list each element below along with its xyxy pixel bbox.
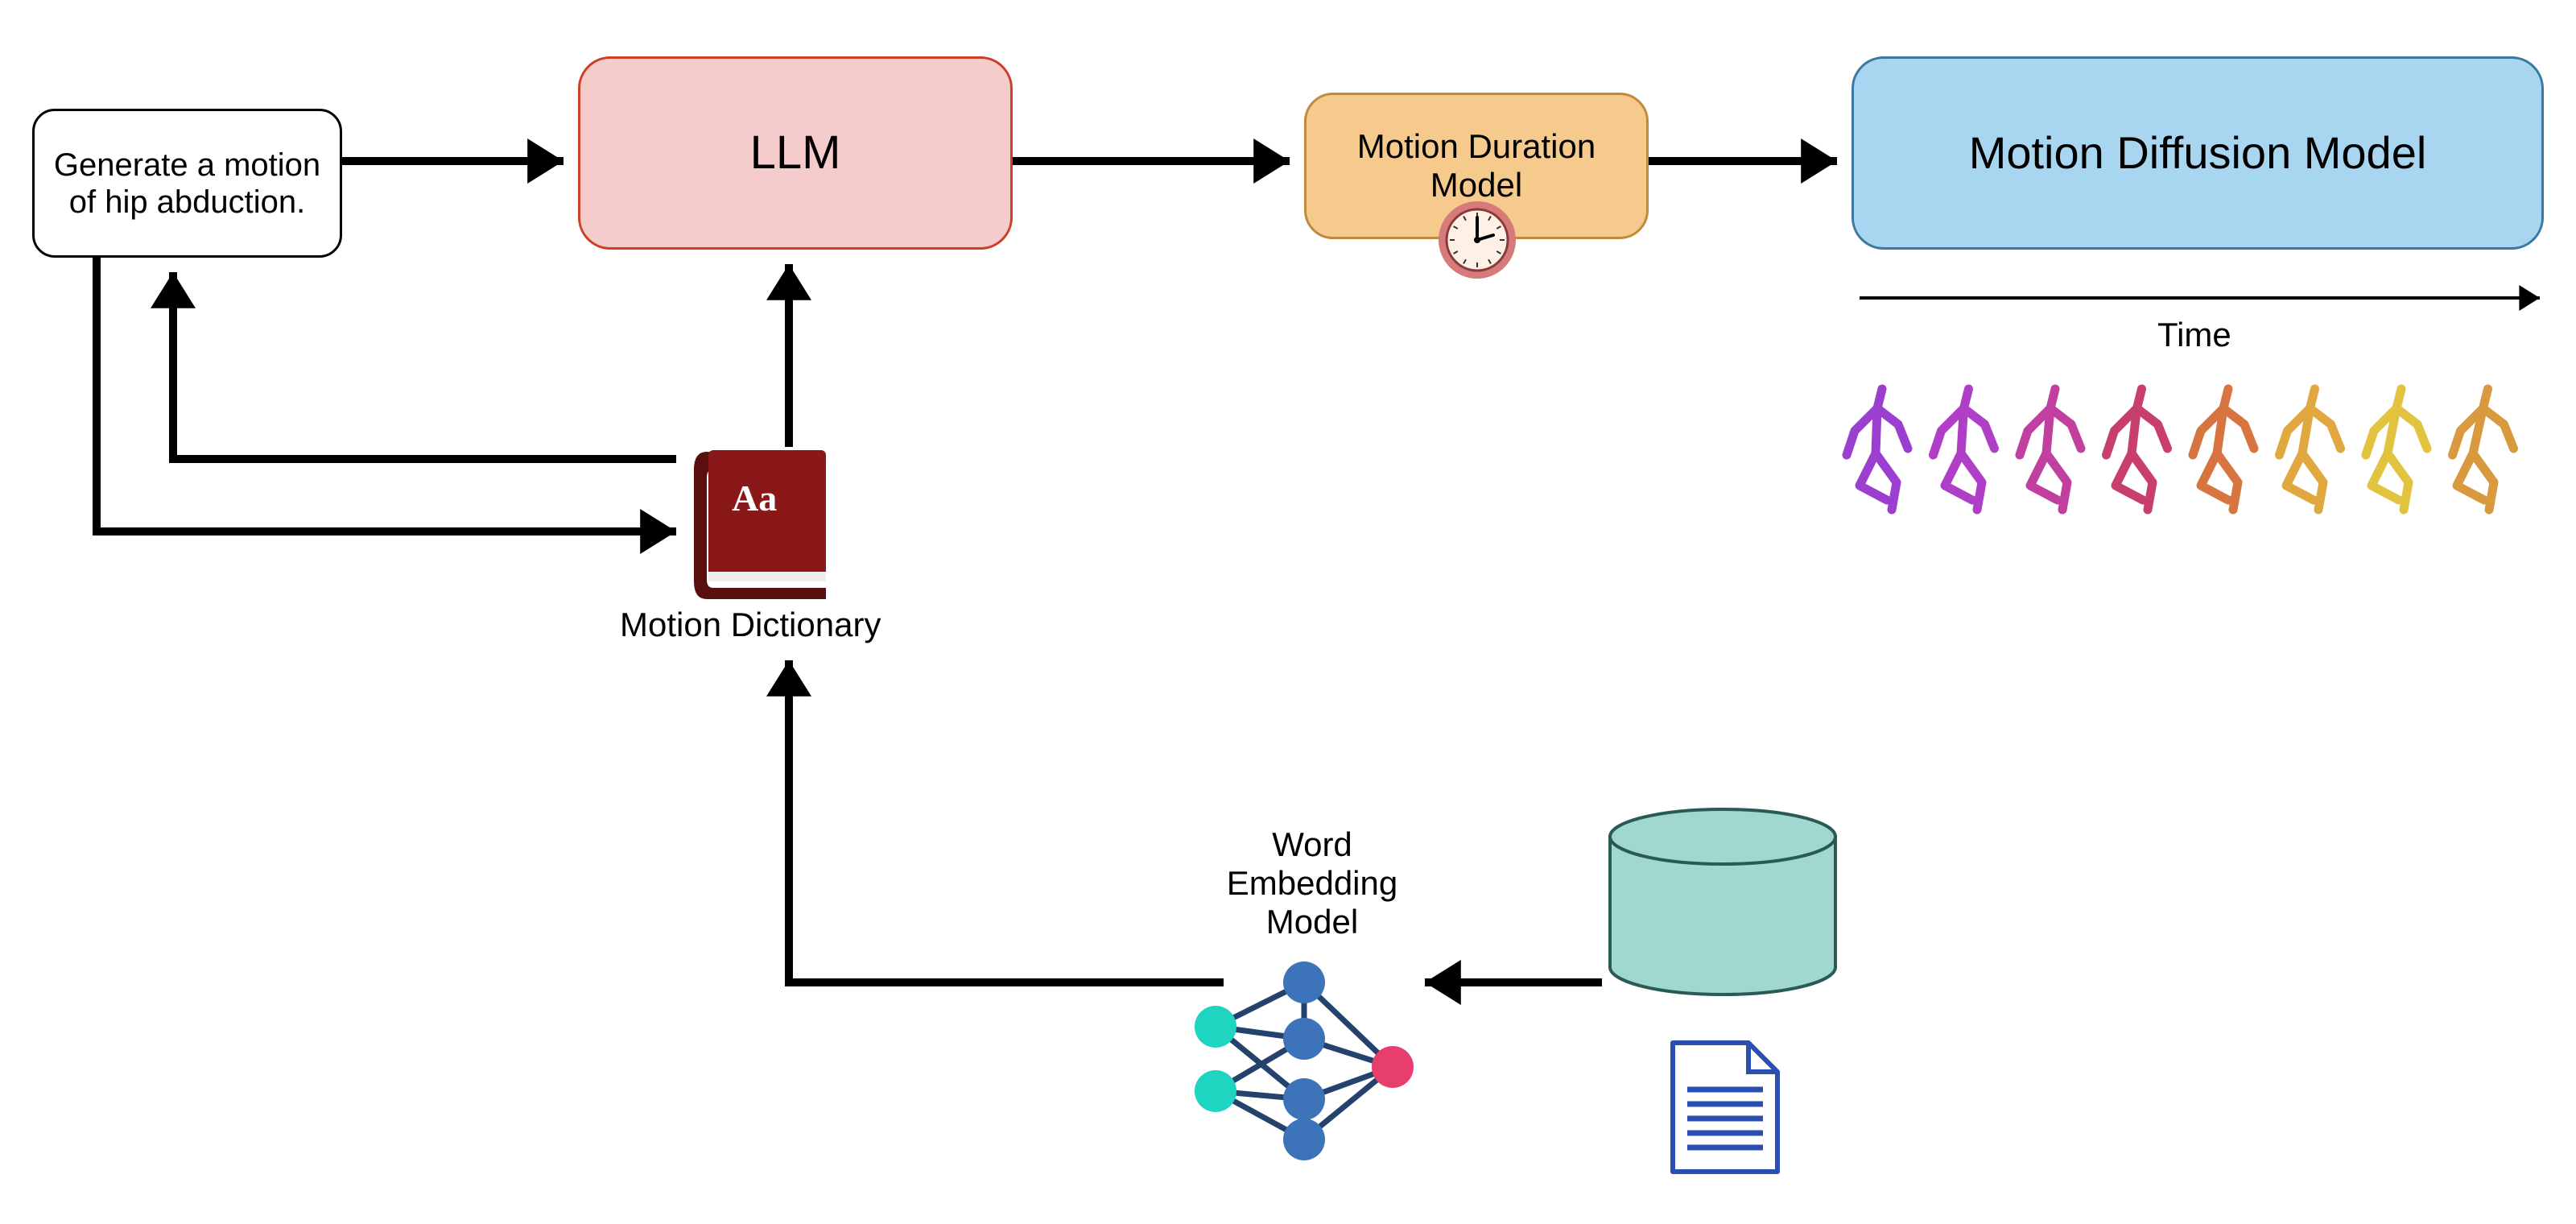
diagram-canvas: Generate a motion of hip abduction. LLM … <box>0 0 2576 1224</box>
diffusion-model-box: Motion Diffusion Model <box>1852 56 2544 250</box>
llm-box: LLM <box>578 56 1013 250</box>
motion-dictionary-label: Motion Dictionary <box>620 606 881 644</box>
input-prompt-box: Generate a motion of hip abduction. <box>32 109 342 258</box>
duration-model-text: Motion Duration Model <box>1323 127 1630 205</box>
duration-model-box: Motion Duration Model <box>1304 93 1649 239</box>
dict-left-up-to-input <box>173 272 676 459</box>
network-icon <box>1195 961 1414 1160</box>
diffusion-model-text: Motion Diffusion Model <box>1969 127 2427 179</box>
time-label: Time <box>2157 316 2231 354</box>
embed-up-to-dict <box>789 660 1224 982</box>
input-prompt-text: Generate a motion of hip abduction. <box>51 147 324 221</box>
word-embedding-label: Word Embedding Model <box>1212 825 1413 941</box>
document-icon <box>1673 1043 1777 1172</box>
dictionary-icon: Aa <box>694 450 826 599</box>
vector-database-label: Vector Database <box>1638 882 1823 959</box>
input-down-right-to-dict <box>97 258 676 531</box>
llm-text: LLM <box>750 126 841 180</box>
svg-text:Aa: Aa <box>732 478 777 519</box>
motion-figures <box>1847 389 2514 510</box>
